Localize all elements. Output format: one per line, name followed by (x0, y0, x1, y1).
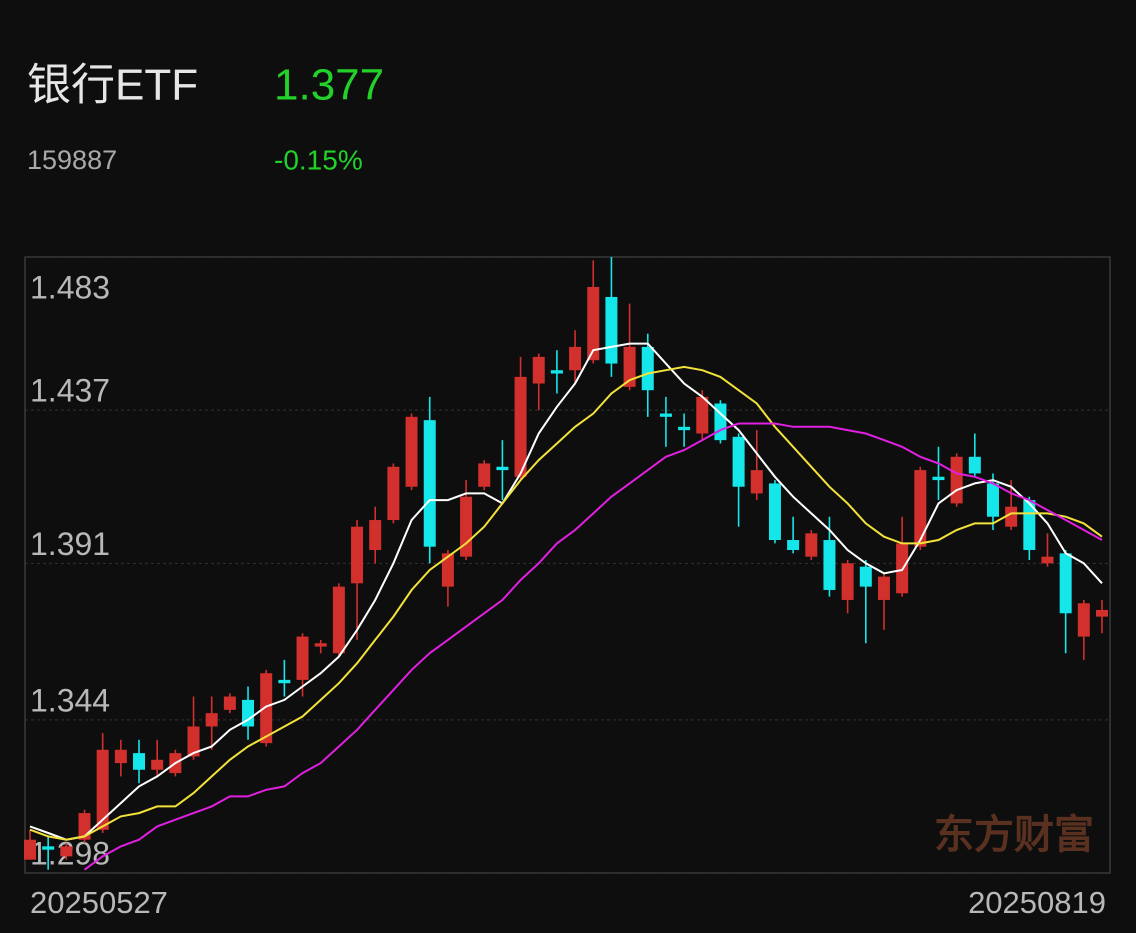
code: 159887 (27, 145, 117, 175)
x-tick-label: 20250819 (968, 885, 1106, 920)
candle-body (223, 696, 236, 710)
candle-body (659, 413, 672, 417)
candle-body (823, 540, 836, 590)
candle-body (1059, 553, 1072, 614)
candle-body (678, 426, 691, 431)
plot: 1.2981.3441.3911.4371.483202505272025081… (24, 256, 1110, 920)
candle-body (514, 376, 527, 477)
candle-body (623, 346, 636, 387)
y-tick-label: 1.437 (30, 373, 110, 409)
candle-body (550, 370, 563, 374)
y-tick-label: 1.344 (30, 682, 110, 718)
candle-body (587, 286, 600, 361)
price: 1.377 (274, 61, 384, 110)
candle-body (423, 420, 436, 547)
y-tick-label: 1.391 (30, 526, 110, 562)
candle-body (205, 713, 218, 727)
candle-body (841, 563, 854, 600)
candle-body (732, 436, 745, 487)
candle-body (950, 456, 963, 504)
candle-body (1005, 506, 1018, 527)
candle-body (768, 483, 781, 541)
candle-body (605, 296, 618, 364)
plot-frame (24, 256, 1111, 874)
candle-body (296, 636, 309, 680)
candle-body (369, 520, 382, 551)
candle-body (787, 540, 800, 551)
candle-body (133, 753, 146, 770)
candle-body (986, 483, 999, 517)
watermark: 东方财富 (934, 811, 1094, 858)
y-tick-label: 1.483 (30, 269, 110, 305)
candle-body (441, 553, 454, 587)
candle-body (242, 699, 255, 727)
candle-body (750, 470, 763, 494)
candle-body (1041, 556, 1054, 564)
ma-line (83, 422, 1103, 871)
candle-body (914, 470, 927, 547)
candle-body (805, 533, 818, 557)
candle-body (151, 759, 164, 770)
candle-body (60, 846, 73, 857)
candle-body (96, 749, 109, 830)
candle-body (478, 463, 491, 487)
candle-body (1096, 609, 1108, 617)
candle-body (42, 846, 55, 850)
candle-body (532, 356, 545, 384)
candle-body (696, 396, 709, 434)
candle-body (569, 346, 582, 371)
candle-body (314, 643, 327, 647)
candle-body (496, 466, 509, 471)
candle-body (859, 566, 872, 587)
candle-body (1077, 603, 1090, 637)
candle-body (387, 466, 400, 521)
ma-line (29, 342, 1103, 841)
candle-body (405, 416, 418, 487)
candle-body (187, 726, 200, 757)
candle-body (932, 476, 945, 481)
x-tick-label: 20250527 (30, 885, 168, 920)
candle-body (641, 346, 654, 391)
candle-body (351, 526, 364, 584)
candle-body (278, 679, 291, 684)
candle-body (24, 839, 36, 860)
candle-body (332, 586, 345, 654)
candle-body (260, 673, 273, 744)
title: 银行ETF (27, 61, 198, 110)
ma-line (29, 365, 1103, 841)
candle-body (877, 576, 890, 600)
candle-body (968, 456, 981, 474)
change: -0.15% (274, 144, 363, 175)
candle-body (114, 749, 127, 764)
